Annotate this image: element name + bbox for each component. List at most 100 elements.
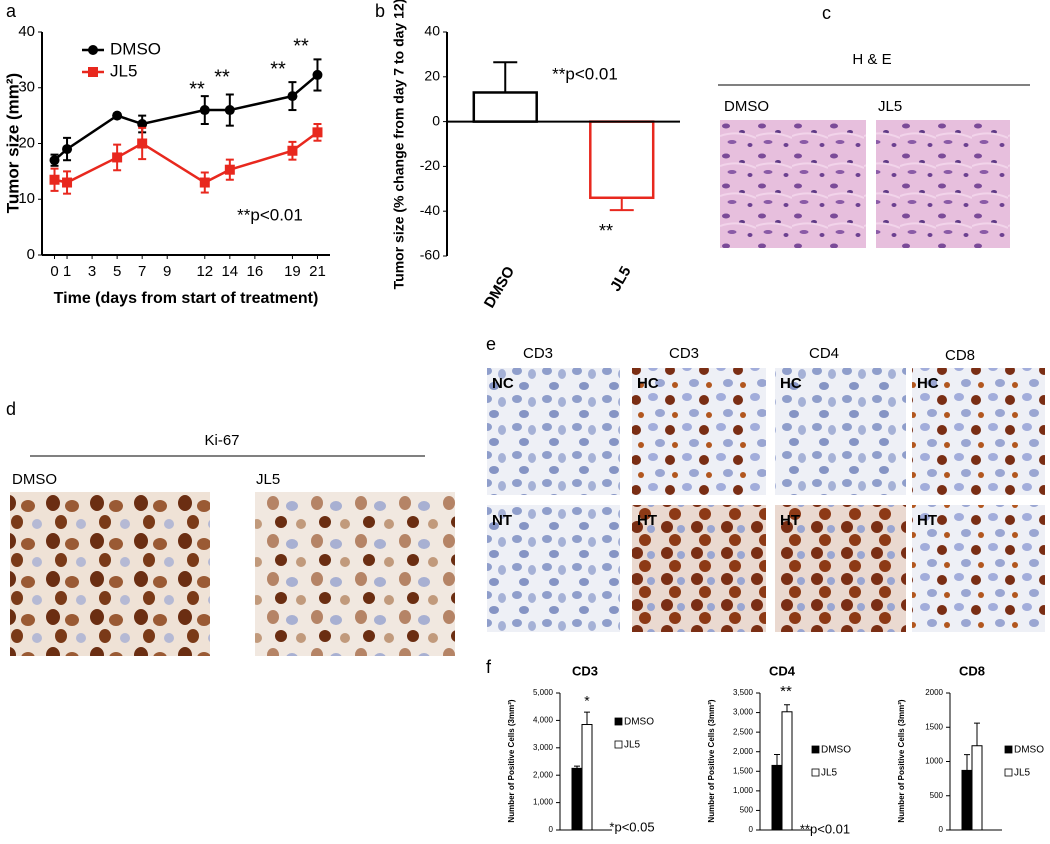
x-tick-label: 12 xyxy=(196,263,213,280)
y-tick-label: 0 xyxy=(939,825,944,834)
panel-label: e xyxy=(486,334,496,354)
error-bar xyxy=(609,197,634,212)
legend-label: JL5 xyxy=(821,768,838,779)
marker xyxy=(312,127,323,138)
y-tick-label: -40 xyxy=(420,202,440,218)
legend-swatch xyxy=(811,768,820,777)
column-label: CD3 xyxy=(523,345,553,362)
bar xyxy=(581,724,593,831)
column-label: CD3 xyxy=(669,345,699,362)
image-label: JL5 xyxy=(878,98,902,115)
legend-label: DMSO xyxy=(1014,745,1044,756)
error-bar xyxy=(964,754,970,771)
marker xyxy=(224,164,235,175)
error-bar xyxy=(493,61,518,93)
y-tick-label: 1,000 xyxy=(733,786,754,795)
row-label: HT xyxy=(637,512,657,529)
y-tick-label: 2,500 xyxy=(733,727,754,736)
y-tick-label: 0 xyxy=(549,825,554,834)
column-label: CD4 xyxy=(809,345,839,362)
error-bar xyxy=(974,722,980,746)
marker xyxy=(112,152,123,163)
ki67-image xyxy=(255,492,455,656)
legend-swatch xyxy=(1004,745,1013,754)
row-label: NT xyxy=(492,512,512,529)
bar xyxy=(971,745,983,831)
legend-label: DMSO xyxy=(821,745,851,756)
y-tick-label: 3,500 xyxy=(733,688,754,697)
y-tick-label: 1500 xyxy=(925,722,943,731)
annotation: **p<0.01 xyxy=(800,821,850,836)
marker xyxy=(62,177,73,188)
annotation: * xyxy=(584,693,590,709)
ihc-image xyxy=(775,368,906,495)
he-image xyxy=(720,120,866,248)
marker xyxy=(137,118,148,129)
ihc-image xyxy=(487,505,620,632)
y-tick-label: 0 xyxy=(27,246,35,263)
error-bar xyxy=(774,753,780,766)
marker xyxy=(49,174,60,185)
panel-label: c xyxy=(822,3,831,23)
y-tick-label: -20 xyxy=(420,157,440,173)
annotation: ** xyxy=(214,66,230,88)
image-title: Ki-67 xyxy=(204,432,239,449)
x-tick-label: 5 xyxy=(113,263,121,280)
x-tick-label: 1 xyxy=(63,263,71,280)
annotation: ** xyxy=(293,35,309,57)
legend-label: JL5 xyxy=(1014,768,1031,779)
annotation: *p<0.05 xyxy=(609,819,654,834)
ihc-image xyxy=(632,368,766,495)
ihc-image xyxy=(632,505,766,632)
row-label: HT xyxy=(917,512,937,529)
marker xyxy=(62,144,73,155)
bar xyxy=(571,767,583,831)
legend-swatch xyxy=(811,745,820,754)
y-tick-label: 40 xyxy=(18,23,35,40)
x-tick-label: 0 xyxy=(50,263,58,280)
bar xyxy=(589,120,655,200)
marker xyxy=(287,145,298,156)
error-bar xyxy=(784,704,790,712)
panel-label: f xyxy=(486,657,492,677)
y-tick-label: 0 xyxy=(432,112,440,128)
x-axis-label: Time (days from start of treatment) xyxy=(54,290,319,307)
y-tick-label: 2,000 xyxy=(533,770,554,779)
y-tick-label: 5,000 xyxy=(533,688,554,697)
ihc-image xyxy=(775,505,906,632)
legend-label: DMSO xyxy=(110,39,161,58)
y-tick-label: 2,000 xyxy=(733,747,754,756)
y-tick-label: -60 xyxy=(420,247,440,263)
marker xyxy=(112,110,123,121)
legend-swatch xyxy=(1004,768,1013,777)
y-axis-label: Tumor size (% change from day 7 to day 1… xyxy=(391,0,407,289)
marker xyxy=(49,155,60,166)
y-tick-label: 2000 xyxy=(925,688,943,697)
y-tick-label: 10 xyxy=(18,190,35,207)
annotation: ** xyxy=(780,683,792,700)
panel-label: d xyxy=(6,399,16,419)
x-tick-label: DMSO xyxy=(481,263,518,311)
y-tick-label: 500 xyxy=(740,806,754,815)
marker xyxy=(199,105,210,116)
image-label: DMSO xyxy=(724,98,769,115)
chart-title: CD8 xyxy=(959,663,985,678)
marker xyxy=(287,91,298,102)
ihc-image xyxy=(912,368,1045,495)
annotation: ** xyxy=(189,78,205,100)
y-axis-label: Number of Positive Cells (3mm²) xyxy=(707,699,716,822)
x-tick-label: 19 xyxy=(284,263,301,280)
bar xyxy=(771,764,783,831)
y-tick-label: 30 xyxy=(18,79,35,96)
y-tick-label: 1000 xyxy=(925,757,943,766)
error-bar xyxy=(584,711,590,725)
chart-title: CD4 xyxy=(769,663,796,678)
legend-swatch xyxy=(614,740,623,749)
legend-swatch xyxy=(614,717,623,726)
row-label: NC xyxy=(492,375,514,392)
y-axis-label: Number of Positive Cells (3mm²) xyxy=(897,699,906,822)
legend-marker xyxy=(88,67,98,77)
x-tick-label: 9 xyxy=(163,263,171,280)
legend-label: JL5 xyxy=(624,740,641,751)
